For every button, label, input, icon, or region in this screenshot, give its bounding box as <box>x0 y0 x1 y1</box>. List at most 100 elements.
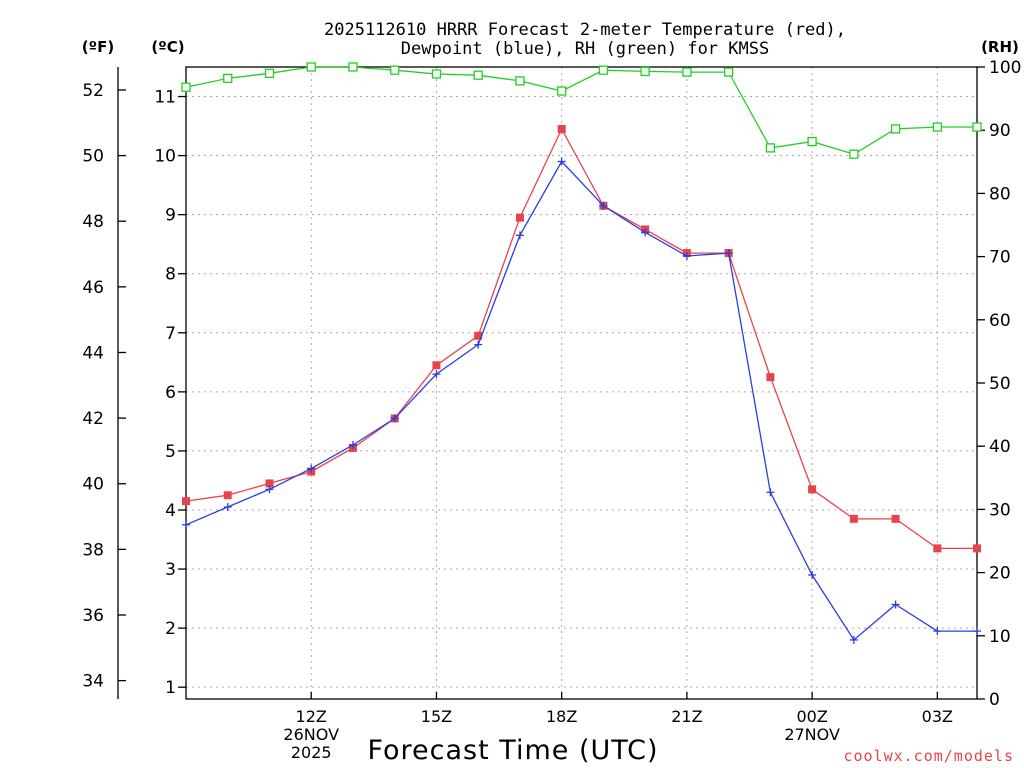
fahrenheit-unit-label: (ºF) <box>82 38 114 56</box>
fahrenheit-tick-label: 44 <box>82 343 104 363</box>
dewpoint-point <box>182 520 190 529</box>
fahrenheit-tick-label: 48 <box>82 212 104 232</box>
rh-point <box>264 68 275 78</box>
rh-line <box>185 66 977 155</box>
dewpoint-point <box>390 414 399 423</box>
x-tick-label: 15Z <box>421 707 452 726</box>
celsius-tick-label: 3 <box>165 560 176 580</box>
credit-label: coolwx.com/models <box>843 747 1014 765</box>
celsius-tick-label: 10 <box>154 147 176 167</box>
celsius-tick-label: 6 <box>165 383 176 403</box>
celsius-tick-label: 2 <box>165 619 176 639</box>
temperature-point <box>849 514 858 523</box>
x-tick-label: 2025 <box>291 743 332 762</box>
rh-point <box>807 136 817 147</box>
rh-point <box>473 70 483 80</box>
fahrenheit-tick-label: 34 <box>82 672 104 692</box>
dewpoint-point <box>766 488 775 497</box>
temperature-line <box>185 127 977 550</box>
rh-point <box>598 65 609 75</box>
celsius-tick-label: 9 <box>165 206 176 226</box>
rh-tick-label: 0 <box>989 690 1000 710</box>
rh-point <box>682 67 692 77</box>
dewpoint-point <box>849 635 858 644</box>
rh-point <box>181 82 191 92</box>
dewpoint-line <box>185 160 977 641</box>
dewpoint-point <box>891 600 900 609</box>
fahrenheit-tick-label: 50 <box>82 147 104 167</box>
rh-tick-label: 90 <box>989 121 1011 141</box>
rh-tick-label: 100 <box>989 58 1021 78</box>
plot-frame <box>185 66 978 700</box>
rh-tick-label: 60 <box>989 311 1011 331</box>
temperature-point <box>432 361 441 370</box>
x-tick-label: 26NOV <box>283 725 339 744</box>
rh-tick-label: 30 <box>989 500 1011 520</box>
temperature-point <box>557 125 566 134</box>
temperature-point <box>891 514 900 523</box>
chart-subtitle: Dewpoint (blue), RH (green) for KMSS <box>401 39 769 59</box>
rh-point <box>515 76 525 86</box>
x-tick-label: 27NOV <box>784 725 840 744</box>
dewpoint-point <box>515 231 524 240</box>
rh-point <box>306 62 316 72</box>
fahrenheit-tick-label: 36 <box>82 606 104 626</box>
fahrenheit-tick-label: 46 <box>82 278 104 298</box>
rh-point <box>557 86 567 96</box>
temperature-point <box>766 373 775 382</box>
x-tick-label: 00Z <box>796 707 827 726</box>
fahrenheit-tick-label: 38 <box>82 540 104 560</box>
celsius-tick-label: 8 <box>165 265 176 285</box>
temperature-point <box>223 491 232 500</box>
rh-point <box>431 69 442 79</box>
x-tick-label: 12Z <box>296 707 327 726</box>
dewpoint-point <box>724 249 733 258</box>
series-layer <box>181 62 982 644</box>
rh-point <box>348 62 358 72</box>
temperature-point <box>474 331 483 340</box>
fahrenheit-tick-label: 40 <box>82 475 104 495</box>
x-tick-label: 03Z <box>922 707 953 726</box>
celsius-tick-label: 4 <box>165 501 176 521</box>
rh-tick-label: 80 <box>989 184 1011 204</box>
rh-tick-label: 10 <box>989 627 1011 647</box>
celsius-unit-label: (ºC) <box>151 38 184 56</box>
rh-point <box>932 122 942 132</box>
axes: 3436384042444648505212345678910110102030… <box>82 58 1021 762</box>
grid <box>186 67 977 699</box>
celsius-tick-label: 1 <box>165 678 176 698</box>
dewpoint-point <box>432 370 441 379</box>
rh-point <box>223 73 233 84</box>
rh-point <box>849 149 859 159</box>
dewpoint-point <box>223 503 232 512</box>
temperature-point <box>265 479 274 488</box>
dewpoint-point <box>808 570 817 579</box>
rh-point <box>972 122 982 132</box>
dewpoint-point <box>933 627 942 636</box>
celsius-tick-label: 11 <box>154 88 176 108</box>
dewpoint-point <box>474 340 483 349</box>
dewpoint-point <box>973 627 981 636</box>
fahrenheit-tick-label: 52 <box>82 81 104 101</box>
rh-point <box>890 124 901 134</box>
temperature-point <box>515 213 524 222</box>
dewpoint-point <box>348 441 357 450</box>
x-tick-label: 18Z <box>546 707 577 726</box>
rh-unit-label: (RH) <box>981 38 1019 56</box>
temperature-point <box>933 544 942 553</box>
rh-point <box>390 65 400 75</box>
temperature-point <box>973 544 981 553</box>
dewpoint-point <box>682 252 691 261</box>
rh-point <box>640 66 650 77</box>
dewpoint-point <box>265 485 274 494</box>
temperature-point <box>808 485 817 494</box>
celsius-tick-label: 7 <box>165 324 176 344</box>
dewpoint-point <box>557 157 566 166</box>
rh-point <box>723 67 734 77</box>
x-axis-label: Forecast Time (UTC) <box>367 735 658 766</box>
rh-tick-label: 40 <box>989 437 1011 457</box>
dewpoint-point <box>641 228 650 237</box>
fahrenheit-tick-label: 42 <box>82 409 104 429</box>
chart-title: 2025112610 HRRR Forecast 2-meter Tempera… <box>324 20 846 40</box>
